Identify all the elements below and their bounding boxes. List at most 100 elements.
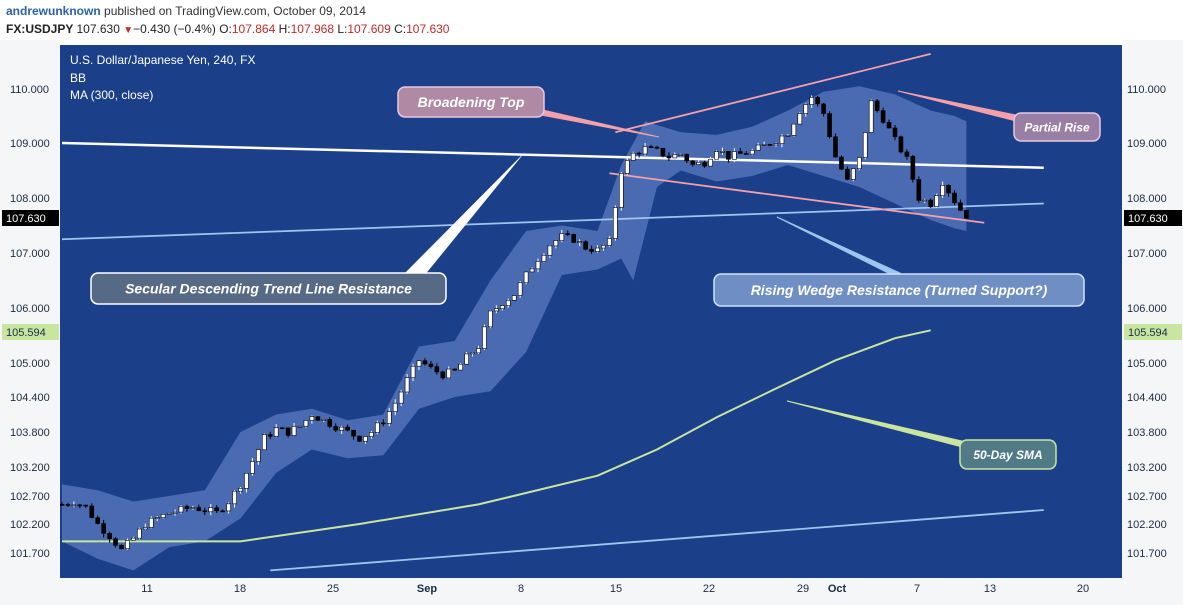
right-tick-label: 108.000 [1127, 193, 1167, 205]
left-tick-label: 103.800 [10, 427, 50, 439]
candle [696, 160, 701, 165]
trendline-2[interactable] [270, 509, 1044, 572]
high-value: 107.968 [290, 22, 334, 36]
candle [874, 99, 880, 113]
callout-text: Partial Rise [1024, 120, 1090, 134]
time-tick-label: Sep [417, 583, 437, 595]
candle [743, 151, 749, 155]
candle [494, 305, 499, 314]
price-axes-labels: 110.000 110.000 109.000 109.000 108.000 108.0… [10, 84, 1167, 560]
open-label: O: [219, 22, 232, 36]
candle [321, 418, 327, 423]
low-label: L: [337, 22, 348, 36]
candle [244, 472, 249, 493]
close-value: 107.630 [406, 22, 450, 36]
candle [226, 502, 231, 514]
callout-0[interactable]: Broadening Top [397, 86, 660, 138]
candle [726, 151, 731, 163]
trendline-0[interactable] [61, 141, 1044, 169]
right-tick-label: 104.400 [1127, 392, 1167, 404]
price-tags: 107.630 107.630 105.594 105.594 [2, 210, 1182, 340]
trendlines [61, 53, 1044, 572]
candle [714, 150, 719, 161]
candle [309, 415, 315, 424]
candle [476, 345, 481, 355]
candle [928, 198, 934, 209]
right-tick-label: 106.000 [1127, 303, 1167, 315]
price-change: −0.430 (−0.4%) [133, 22, 216, 36]
candle [416, 360, 422, 371]
candle [499, 305, 505, 311]
callout-1[interactable]: Secular Descending Trend Line Resistance [90, 152, 525, 305]
right-tick-label: 109.000 [1127, 138, 1167, 150]
low-value: 107.609 [347, 22, 391, 36]
candle [261, 433, 267, 451]
right-price-axis[interactable] [1122, 40, 1183, 605]
candle [363, 436, 368, 444]
left-tick-label: 104.400 [10, 392, 50, 404]
left-price-axis[interactable] [0, 40, 60, 605]
candle [886, 119, 892, 129]
price-tag-box [1124, 210, 1182, 226]
candle [434, 363, 440, 375]
candle [845, 166, 850, 181]
left-tick-label: 108.000 [10, 193, 50, 205]
candle [333, 423, 339, 433]
candles [60, 95, 969, 550]
candle [684, 153, 690, 163]
candle [327, 417, 333, 429]
candle [618, 171, 624, 211]
right-tick-label: 102.200 [1127, 519, 1167, 531]
left-tick-label: 105.000 [10, 358, 50, 370]
trendline-3[interactable] [615, 53, 931, 134]
callout-text: Secular Descending Trend Line Resistance [125, 281, 412, 297]
trendline-4[interactable] [609, 172, 985, 224]
price-chart[interactable]: Broadening Top Secular Descending Trend L… [0, 40, 1183, 605]
candle [690, 160, 696, 167]
candle [964, 209, 969, 219]
callout-2[interactable]: Rising Wedge Resistance (Turned Support?… [713, 216, 1085, 307]
candle [940, 181, 945, 199]
candle [720, 147, 725, 156]
candle [202, 507, 208, 516]
candle [71, 501, 77, 508]
time-tick-label: 13 [984, 583, 996, 595]
candle [83, 504, 89, 508]
candle [523, 271, 529, 285]
candle [95, 515, 100, 525]
right-tick-label: 107.000 [1127, 248, 1167, 260]
candle [630, 151, 636, 161]
candle [547, 245, 553, 259]
candle [470, 352, 475, 357]
candle [345, 424, 350, 432]
callout-3[interactable]: Partial Rise [897, 90, 1101, 142]
candle [208, 504, 214, 516]
candle [922, 198, 928, 203]
candle [678, 153, 684, 157]
candle [624, 158, 630, 176]
candle [642, 142, 648, 156]
time-axis[interactable] [0, 578, 1183, 605]
time-tick-label: 20 [1077, 583, 1089, 595]
candle [821, 102, 826, 117]
callout-4[interactable]: 50-Day SMA [786, 400, 1057, 470]
candle [107, 531, 112, 543]
candle [190, 505, 196, 510]
candle [856, 157, 862, 171]
candle [553, 239, 559, 249]
candle [797, 112, 803, 125]
callout-text: Broadening Top [418, 94, 525, 110]
author-link[interactable]: andrewunknown [6, 4, 101, 18]
chart-header: andrewunknown published on TradingView.c… [0, 0, 1183, 40]
candle [285, 427, 291, 438]
candle [256, 449, 261, 465]
open-value: 107.864 [231, 22, 276, 36]
left-tick-label: 103.200 [10, 462, 50, 474]
candle [404, 374, 410, 395]
candle [339, 425, 344, 434]
candle [809, 95, 815, 108]
candle [172, 509, 178, 516]
candle [779, 134, 785, 148]
left-tick-label: 102.200 [10, 519, 50, 531]
left-tick-label: 107.000 [10, 248, 50, 260]
